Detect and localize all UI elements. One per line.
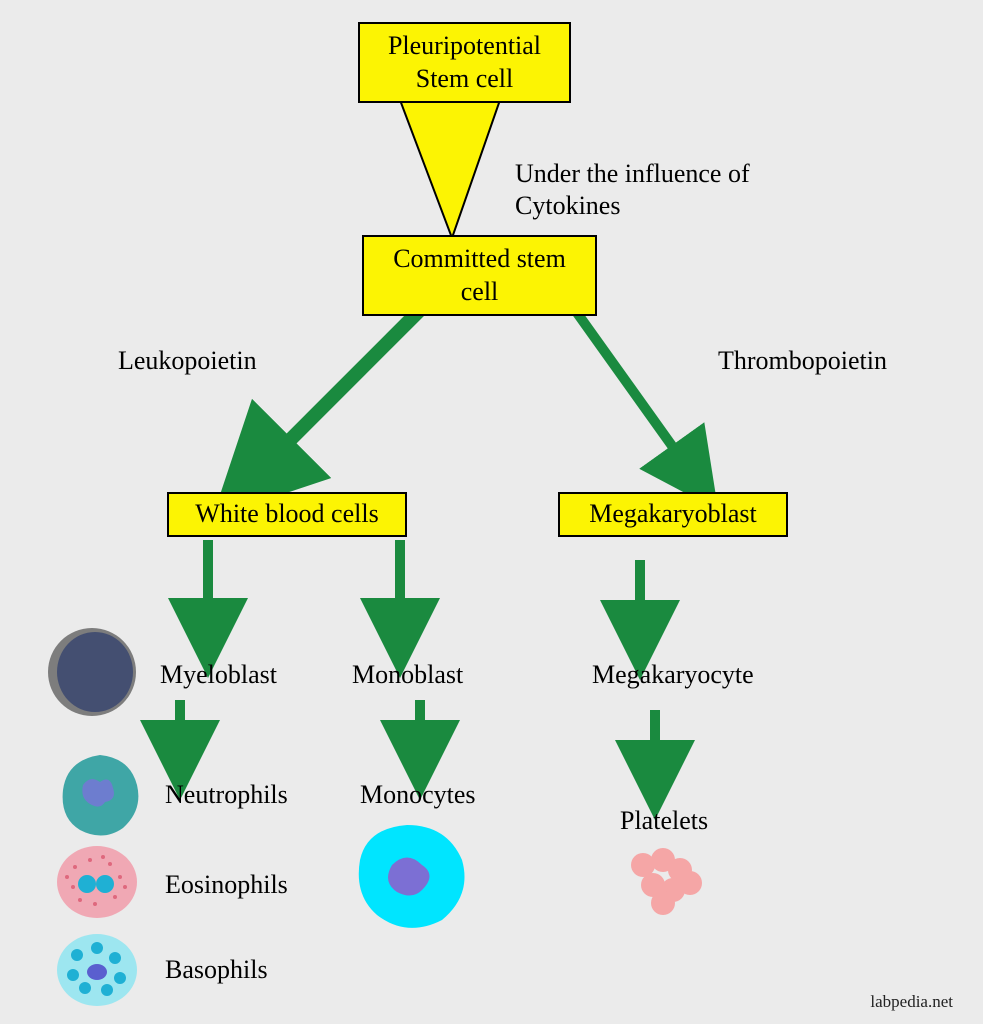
box-pleuripotential-text: Pleuripotential Stem cell — [388, 31, 541, 93]
neutrophil-icon — [55, 750, 145, 840]
myeloblast-icon — [45, 625, 140, 720]
watermark-text: labpedia.net — [870, 992, 953, 1011]
label-basophils-text: Basophils — [165, 955, 268, 984]
watermark: labpedia.net — [870, 992, 953, 1012]
box-megakaryoblast-text: Megakaryoblast — [589, 499, 757, 528]
box-committed: Committed stem cell — [362, 235, 597, 316]
label-platelets: Platelets — [620, 806, 708, 836]
funnel-shape — [400, 100, 500, 238]
label-megakaryocyte-text: Megakaryocyte — [592, 660, 754, 689]
basophil-icon — [55, 930, 140, 1010]
label-leukopoietin-text: Leukopoietin — [118, 346, 257, 375]
box-megakaryoblast: Megakaryoblast — [558, 492, 788, 537]
label-megakaryocyte: Megakaryocyte — [592, 660, 754, 690]
box-pleuripotential: Pleuripotential Stem cell — [358, 22, 571, 103]
label-basophils: Basophils — [165, 955, 268, 985]
label-eosinophils-text: Eosinophils — [165, 870, 288, 899]
box-committed-text: Committed stem cell — [393, 244, 566, 306]
label-neutrophils-text: Neutrophils — [165, 780, 288, 809]
label-monocytes: Monocytes — [360, 780, 476, 810]
arrow-committed-mega — [575, 310, 695, 478]
label-monocytes-text: Monocytes — [360, 780, 476, 809]
label-neutrophils: Neutrophils — [165, 780, 288, 810]
label-thrombopoietin-text: Thrombopoietin — [718, 346, 887, 375]
box-wbc: White blood cells — [167, 492, 407, 537]
box-wbc-text: White blood cells — [195, 499, 378, 528]
eosinophil-icon — [55, 842, 140, 922]
label-monoblast: Monoblast — [352, 660, 463, 690]
label-thrombopoietin: Thrombopoietin — [718, 345, 887, 378]
platelet-icon — [618, 845, 713, 920]
label-cytokines-text: Under the influence of Cytokines — [515, 159, 750, 221]
label-cytokines: Under the influence of Cytokines — [515, 125, 750, 223]
label-eosinophils: Eosinophils — [165, 870, 288, 900]
label-monoblast-text: Monoblast — [352, 660, 463, 689]
label-leukopoietin: Leukopoietin — [118, 345, 257, 378]
label-platelets-text: Platelets — [620, 806, 708, 835]
diagram-canvas — [0, 0, 983, 1024]
arrow-committed-wbc — [252, 310, 420, 478]
label-myeloblast: Myeloblast — [160, 660, 277, 690]
monocyte-icon — [352, 820, 472, 935]
label-myeloblast-text: Myeloblast — [160, 660, 277, 689]
